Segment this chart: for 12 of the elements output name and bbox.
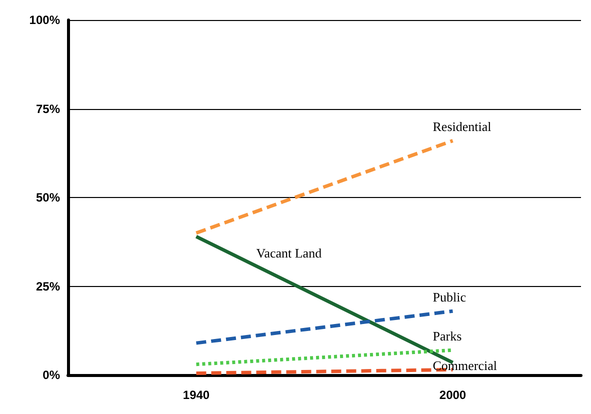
x-tick-label: 1940 xyxy=(182,388,210,402)
series-label: Public xyxy=(432,290,466,305)
y-tick-label: 100% xyxy=(29,13,60,27)
series-label: Vacant Land xyxy=(256,246,322,261)
series-label: Residential xyxy=(432,119,492,134)
y-tick-label: 25% xyxy=(36,279,60,294)
x-tick-label: 2000 xyxy=(439,388,466,402)
series-label: Parks xyxy=(432,328,462,344)
series-label: Commercial xyxy=(432,358,498,374)
y-tick-label: 50% xyxy=(36,190,60,204)
y-tick-label: 0% xyxy=(42,368,60,382)
y-tick-label: 75% xyxy=(36,102,60,116)
